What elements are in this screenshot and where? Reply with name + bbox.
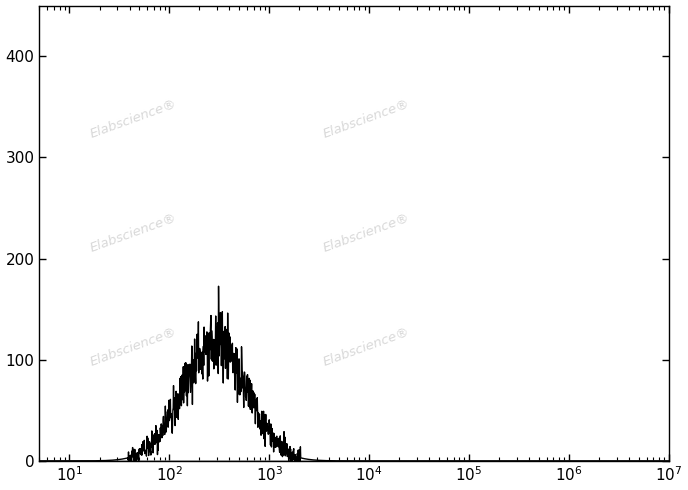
Text: Elabscience®: Elabscience® (89, 98, 179, 141)
Text: Elabscience®: Elabscience® (321, 325, 412, 369)
Text: Elabscience®: Elabscience® (321, 98, 412, 141)
Text: Elabscience®: Elabscience® (321, 212, 412, 255)
Text: Elabscience®: Elabscience® (89, 325, 179, 369)
Text: Elabscience®: Elabscience® (89, 212, 179, 255)
